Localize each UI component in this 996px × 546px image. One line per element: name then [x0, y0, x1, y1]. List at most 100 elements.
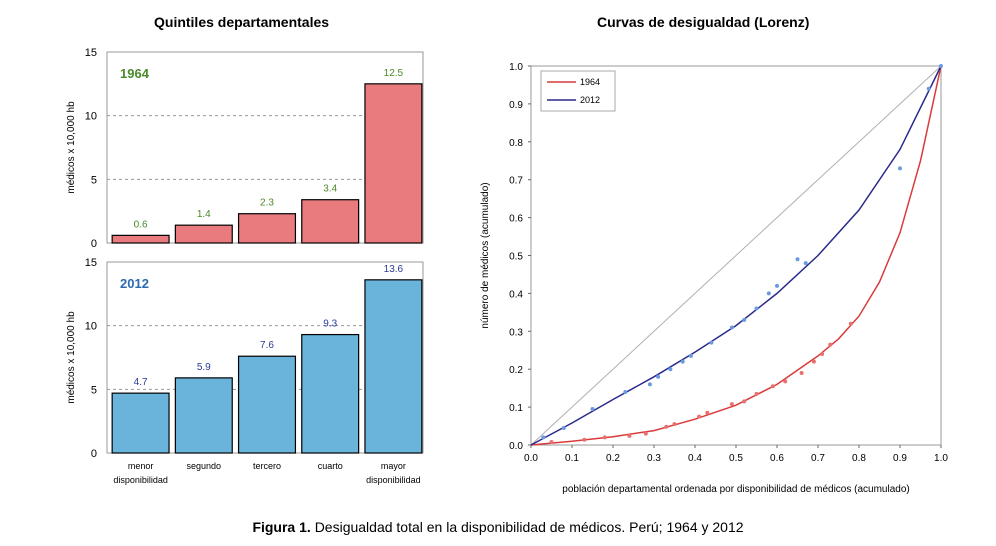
lorenz-point-2012 — [668, 367, 673, 372]
x-tick-label: 0.1 — [565, 453, 579, 464]
y-tick-label: 0 — [91, 238, 97, 250]
category-label: tercero — [253, 461, 281, 471]
y-tick-label: 0.2 — [509, 365, 523, 376]
lorenz-point-2012 — [898, 166, 902, 171]
bar — [237, 355, 297, 454]
bar — [174, 224, 233, 244]
y-axis-label: médicos x 10,000 hb — [66, 101, 77, 194]
lorenz-point-1964 — [783, 379, 788, 384]
lorenz-point-1964 — [770, 384, 775, 389]
lorenz-point-1964 — [705, 410, 710, 415]
x-axis-label: población departamental ordenada por dis… — [562, 484, 909, 495]
y-tick-label: 0.6 — [509, 214, 523, 225]
equality-line — [530, 65, 942, 446]
x-tick-label: 0.0 — [524, 453, 538, 464]
lorenz-point-1964 — [549, 439, 554, 444]
bar-value-label: 4.7 — [134, 377, 148, 388]
caption-label: Figura 1. — [252, 519, 311, 535]
lorenz-point-2012 — [766, 291, 771, 296]
lorenz-point-1964 — [729, 402, 734, 407]
x-tick-label: 0.2 — [606, 453, 620, 464]
lorenz-point-2012 — [647, 382, 652, 387]
x-tick-label: 0.3 — [647, 453, 661, 464]
lorenz-point-1964 — [664, 424, 669, 429]
figure-caption: Figura 1. Desigualdad total en la dispon… — [0, 519, 996, 535]
bar-value-label: 12.5 — [384, 68, 404, 79]
lorenz-point-2012 — [939, 64, 943, 68]
category-label: disponibilidad — [366, 475, 421, 485]
bar-chart-title: Quintiles departamentales — [154, 14, 330, 30]
lorenz-point-2012 — [680, 359, 685, 364]
lorenz-point-2012 — [926, 86, 931, 91]
y-tick-label: 0.9 — [509, 100, 523, 111]
category-label: disponibilidad — [113, 475, 168, 485]
y-tick-label: 0.5 — [509, 252, 523, 263]
lorenz-line-1964 — [530, 65, 942, 446]
x-tick-label: 0.5 — [729, 453, 743, 464]
category-label: mayor — [381, 461, 406, 471]
lorenz-point-1964 — [627, 433, 632, 438]
y-tick-label: 15 — [85, 47, 97, 59]
y-tick-label: 5 — [91, 174, 97, 186]
category-label: menor — [128, 461, 154, 471]
panel-year-label: 1964 — [120, 66, 150, 81]
lorenz-point-2012 — [729, 325, 734, 330]
y-tick-label: 0.0 — [509, 441, 523, 452]
lorenz-point-1964 — [672, 422, 677, 427]
y-tick-label: 0.1 — [509, 403, 523, 414]
lorenz-panel: 0.00.0 0.1 0.1 0.2 0.2 0.3 0.3 0.4 0.4 0.5 0.5 0.6 0… — [480, 62, 948, 495]
lorenz-point-1964 — [828, 342, 833, 347]
lorenz-point-2012 — [541, 435, 546, 440]
bar — [174, 377, 233, 454]
category-label: cuarto — [318, 461, 343, 471]
panel-year-label: 2012 — [120, 276, 149, 291]
lorenz-point-2012 — [803, 261, 808, 266]
lorenz-chart-title: Curvas de desigualdad (Lorenz) — [597, 14, 810, 30]
lorenz-point-1964 — [811, 359, 816, 364]
lorenz-point-1964 — [848, 321, 853, 326]
y-tick-label: 0.4 — [509, 289, 523, 300]
lorenz-point-1964 — [742, 399, 747, 404]
bar — [301, 333, 360, 454]
lorenz-point-2012 — [561, 425, 566, 430]
lorenz-point-2012 — [709, 340, 714, 345]
y-tick-label: 0.8 — [509, 138, 523, 149]
bar — [111, 392, 170, 454]
y-tick-label: 0.7 — [509, 176, 523, 187]
lorenz-point-2012 — [688, 353, 693, 358]
y-tick-label: 10 — [85, 321, 97, 333]
y-tick-label: 0.3 — [509, 327, 523, 338]
lorenz-point-2012 — [656, 374, 661, 379]
bar — [364, 83, 423, 244]
bar-panel-2012: 0 5 10 15 médicos x 10,000 hb 2012 4.7 5.9 7.6 9.… — [66, 257, 424, 485]
y-tick-label: 5 — [91, 384, 97, 396]
bar — [301, 199, 360, 244]
x-tick-label: 0.4 — [688, 453, 702, 464]
bar-value-label: 9.3 — [323, 319, 337, 330]
bar — [237, 213, 297, 244]
bar-value-label: 3.4 — [323, 184, 337, 195]
caption-text: Desigualdad total en la disponibilidad d… — [314, 519, 744, 535]
lorenz-point-2012 — [754, 306, 759, 311]
legend-label-1964: 1964 — [580, 77, 600, 87]
lorenz-point-1964 — [697, 414, 702, 419]
legend: 1964 2012 — [540, 70, 616, 112]
lorenz-point-2012 — [590, 406, 595, 411]
y-tick-label: 1.0 — [509, 62, 523, 73]
category-label: segundo — [187, 461, 222, 471]
bar-value-label: 2.3 — [260, 198, 274, 209]
y-axis-label: número de médicos (acumulado) — [480, 182, 491, 328]
bar — [111, 234, 170, 244]
x-tick-label: 0.9 — [893, 453, 907, 464]
bar-panel-1964: 0 5 10 15 médicos x 10,000 hb 1964 0.6 1.4 2.3 3.… — [66, 47, 424, 250]
lorenz-point-1964 — [754, 391, 759, 396]
lorenz-line-2012 — [530, 65, 942, 446]
lorenz-point-2012 — [775, 283, 779, 288]
legend-label-2012: 2012 — [580, 95, 600, 105]
y-axis-label: médicos x 10,000 hb — [66, 311, 77, 404]
x-tick-label: 1.0 — [934, 453, 948, 464]
bar-value-label: 5.9 — [197, 362, 211, 373]
x-tick-label: 0.6 — [770, 453, 784, 464]
lorenz-point-1964 — [582, 437, 587, 442]
